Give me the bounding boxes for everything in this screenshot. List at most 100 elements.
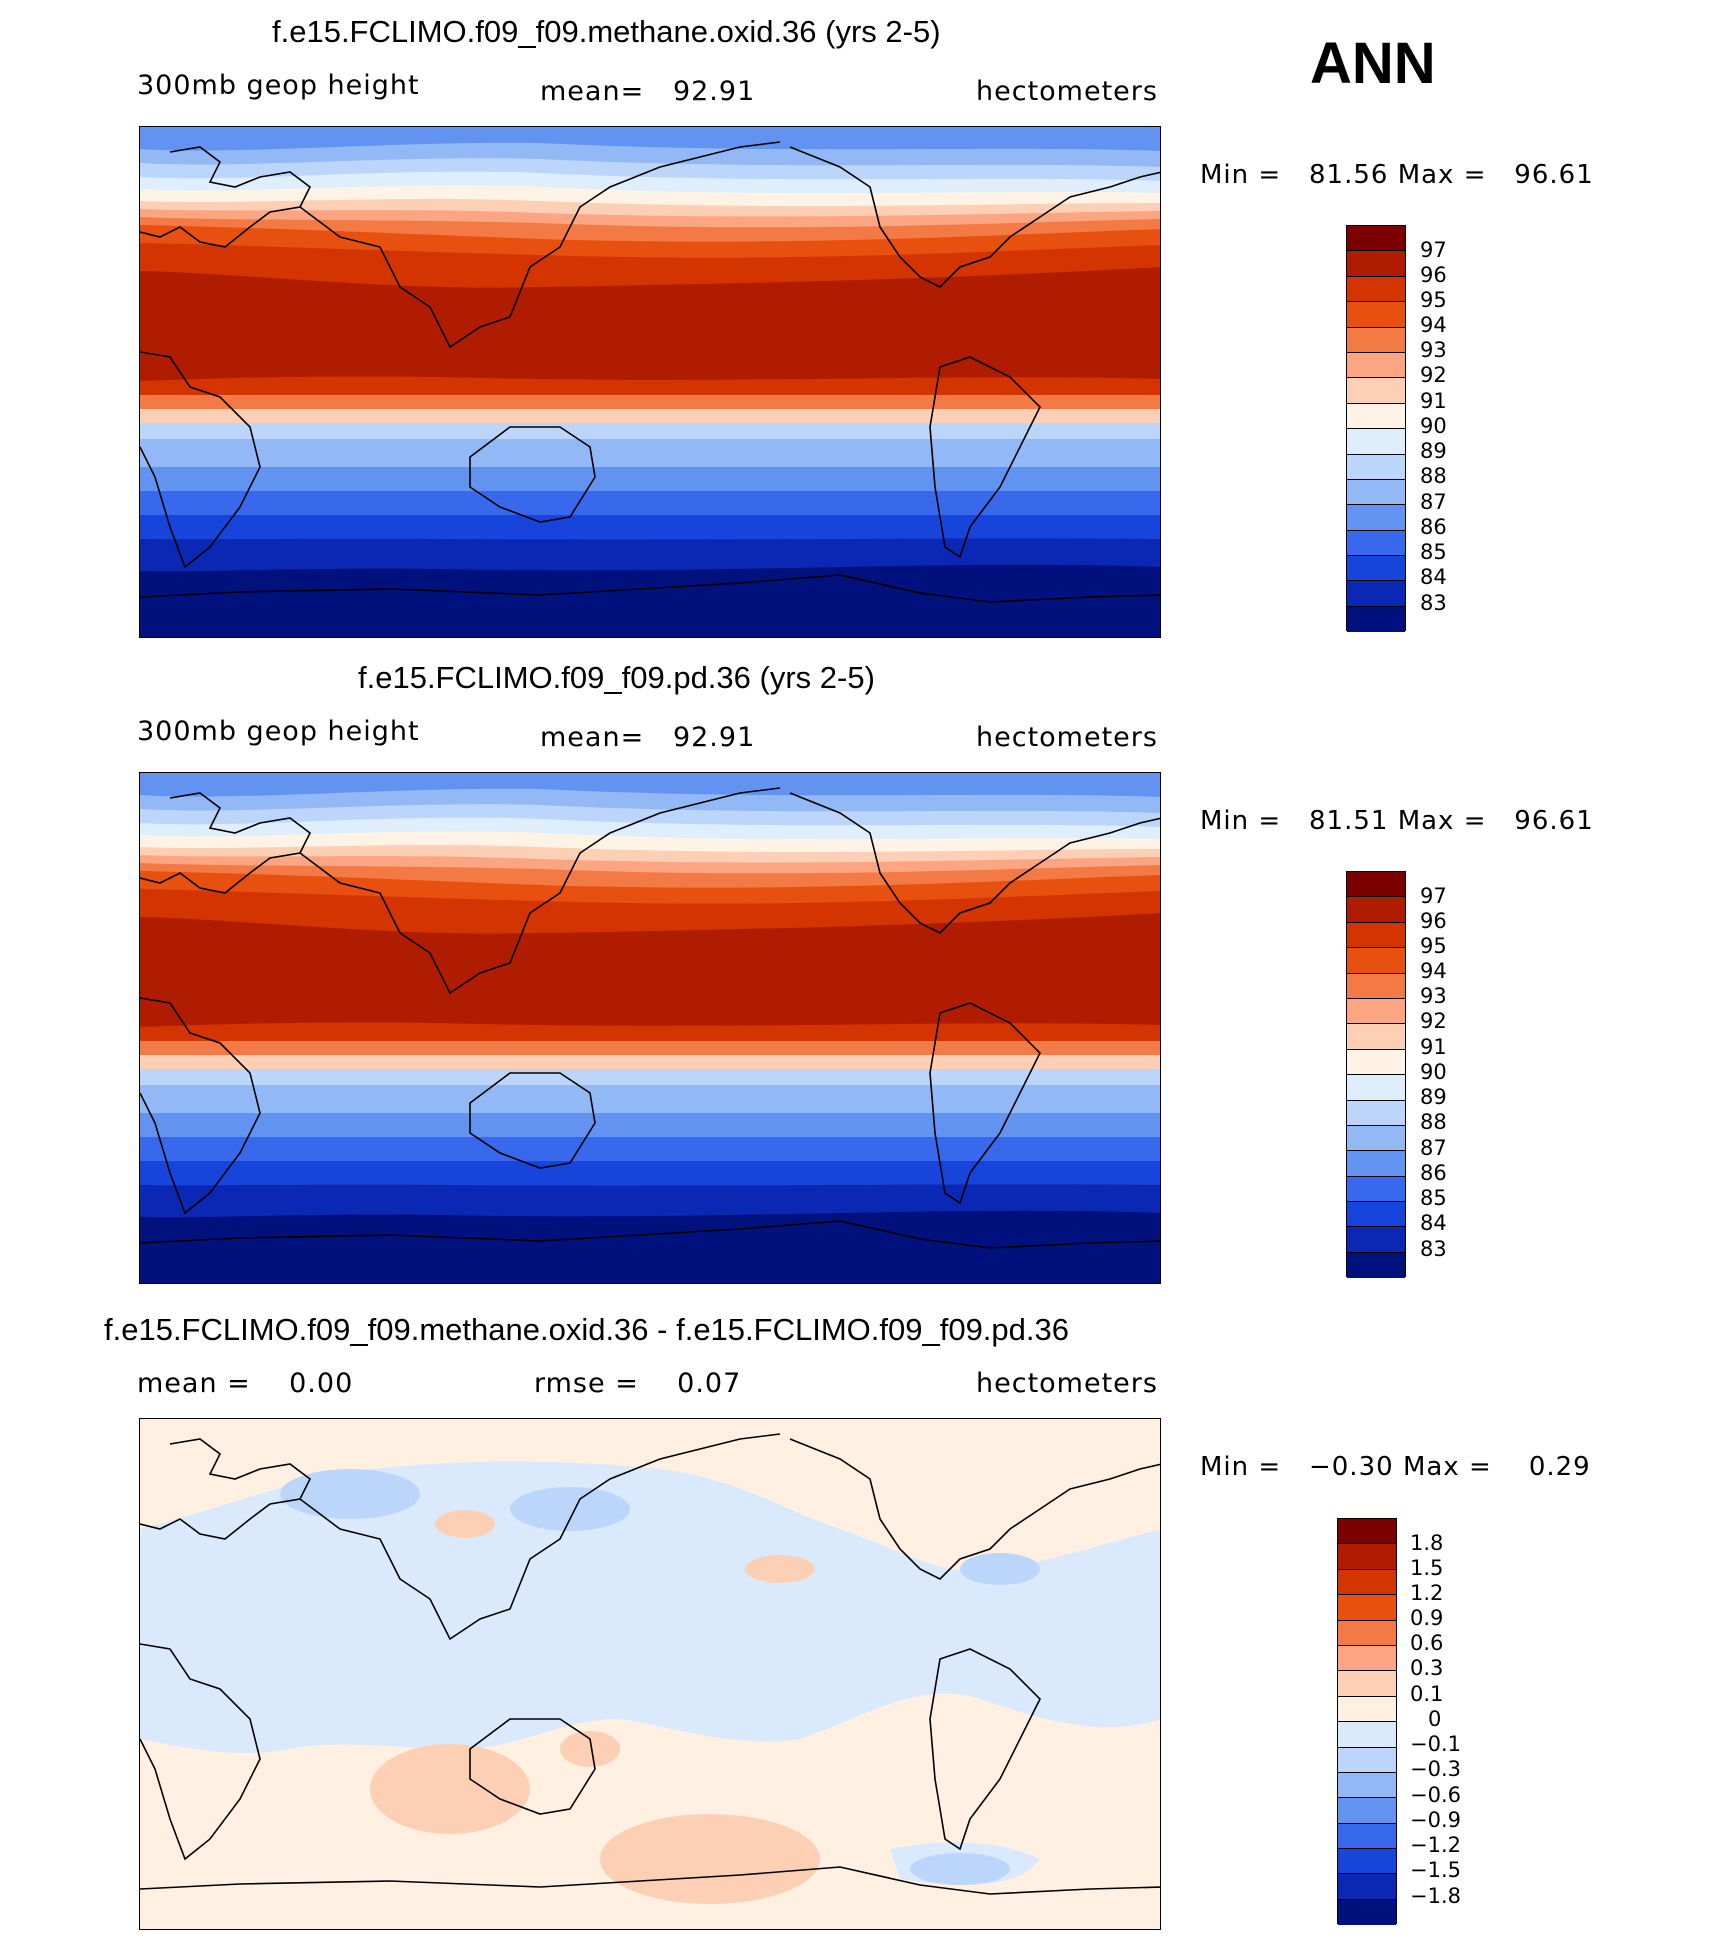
panel3-coastlines xyxy=(140,1433,1160,1895)
colorbar-tick: 95 xyxy=(1420,288,1447,312)
panel2-map-svg xyxy=(140,773,1160,1283)
coast-south-america xyxy=(929,1002,1041,1205)
panel2-mean-value: 92.91 xyxy=(672,722,756,753)
colorbar-swatch xyxy=(1347,1075,1405,1101)
colorbar-swatch xyxy=(1347,973,1405,999)
coast-australia xyxy=(469,1072,596,1169)
colorbar-swatch xyxy=(1347,226,1405,252)
panel3-rmse: rmse = 0.07 xyxy=(534,1368,741,1399)
coast-asia xyxy=(299,1433,781,1641)
colorbar-swatch xyxy=(1347,479,1405,506)
panel2-minmax: Min = 81.51 Max = 96.61 xyxy=(1200,806,1594,836)
diff-red-patch xyxy=(745,1555,815,1583)
panel3-max-label: Max = xyxy=(1402,1452,1492,1482)
diff-blue-patch xyxy=(960,1553,1040,1585)
colorbar-swatch xyxy=(1347,556,1405,582)
coast-south-america xyxy=(929,1648,1041,1851)
colorbar-swatch xyxy=(1347,581,1405,607)
colorbar-tick: 90 xyxy=(1420,414,1447,438)
coast-asia xyxy=(299,141,781,349)
colorbar-swatch xyxy=(1338,1747,1396,1773)
colorbar-tick: −1.8 xyxy=(1410,1884,1461,1908)
panel2-max-value: 96.61 xyxy=(1514,806,1594,836)
colorbar-swatch xyxy=(1347,403,1405,430)
colorbar-swatch xyxy=(1338,1544,1396,1570)
coast-north-america xyxy=(789,146,1160,288)
coast-africa xyxy=(140,997,261,1215)
colorbar-tick: 95 xyxy=(1420,934,1447,958)
panel2-mean-label: mean= xyxy=(540,722,645,753)
panel3-map xyxy=(139,1418,1161,1930)
colorbar-tick: 97 xyxy=(1420,884,1447,908)
coast-south-america xyxy=(929,356,1041,559)
colorbar-tick: 85 xyxy=(1420,1186,1447,1210)
colorbar-swatch xyxy=(1347,922,1405,949)
panel1-map xyxy=(139,126,1161,638)
colorbar-swatch xyxy=(1347,998,1405,1025)
panel2-map xyxy=(139,772,1161,1284)
panel1-units: hectometers xyxy=(976,76,1158,107)
colorbar-swatch xyxy=(1347,530,1405,557)
diff-red-patch xyxy=(560,1731,620,1767)
colorbar-tick: 96 xyxy=(1420,909,1447,933)
colorbar-tick: 87 xyxy=(1420,1136,1447,1160)
colorbar-swatch xyxy=(1338,1899,1396,1926)
colorbar-tick: 0.3 xyxy=(1410,1656,1444,1680)
panel2-colorbar xyxy=(1346,871,1406,1279)
panel1-min-value: 81.56 xyxy=(1308,160,1389,190)
colorbar-tick: 86 xyxy=(1420,515,1447,539)
colorbar-tick: 94 xyxy=(1420,959,1447,983)
colorbar-swatch xyxy=(1338,1595,1396,1621)
colorbar-swatch xyxy=(1347,1202,1405,1228)
panel3-mean-value: 0.00 xyxy=(289,1368,354,1399)
panel3-min-value: −0.30 xyxy=(1308,1452,1394,1482)
colorbar-tick: 1.8 xyxy=(1410,1531,1444,1555)
colorbar-swatch xyxy=(1347,872,1405,898)
colorbar-swatch xyxy=(1347,1024,1405,1050)
colorbar-swatch xyxy=(1347,1049,1405,1076)
panel2-min-label: Min = xyxy=(1200,806,1282,836)
panel3-mean-label: mean = xyxy=(137,1368,251,1399)
colorbar-tick: −1.2 xyxy=(1410,1833,1461,1857)
colorbar-tick: 88 xyxy=(1420,1110,1447,1134)
colorbar-tick: −0.6 xyxy=(1410,1783,1461,1807)
panel2-mean: mean= 92.91 xyxy=(540,722,755,753)
colorbar-tick: 87 xyxy=(1420,490,1447,514)
colorbar-swatch xyxy=(1347,897,1405,923)
colorbar-swatch xyxy=(1347,505,1405,531)
coast-australia xyxy=(469,426,596,523)
panel1-min-label: Min = xyxy=(1200,160,1282,190)
panel1-map-svg xyxy=(140,127,1160,637)
colorbar-tick: 88 xyxy=(1420,464,1447,488)
colorbar-swatch xyxy=(1338,1849,1396,1875)
panel2-coastlines xyxy=(140,787,1160,1249)
colorbar-swatch xyxy=(1347,352,1405,379)
colorbar-tick: −1.5 xyxy=(1410,1858,1461,1882)
colorbar-swatch xyxy=(1347,251,1405,277)
coast-north-america xyxy=(789,1438,1160,1580)
panel1-variable: 300mb geop height xyxy=(137,70,420,101)
coast-antarctica xyxy=(140,1220,1160,1249)
panel1-mean: mean= 92.91 xyxy=(540,76,755,107)
panel2-min-value: 81.51 xyxy=(1308,806,1389,836)
panel3-max-value: 0.29 xyxy=(1528,1452,1591,1482)
coast-antarctica xyxy=(140,574,1160,603)
colorbar-swatch xyxy=(1347,1252,1405,1279)
colorbar-swatch xyxy=(1347,1151,1405,1177)
colorbar-swatch xyxy=(1347,1176,1405,1203)
colorbar-tick: 93 xyxy=(1420,984,1447,1008)
coast-antarctica xyxy=(140,1866,1160,1895)
diff-blue-patch xyxy=(910,1853,1010,1885)
colorbar-tick: −0.9 xyxy=(1410,1808,1461,1832)
diff-red-patch xyxy=(600,1814,820,1904)
colorbar-swatch xyxy=(1338,1823,1396,1850)
panel1-max-label: Max = xyxy=(1397,160,1487,190)
colorbar-swatch xyxy=(1338,1671,1396,1697)
coast-asia xyxy=(299,787,781,995)
colorbar-swatch xyxy=(1347,1227,1405,1253)
colorbar-tick: 1.2 xyxy=(1410,1581,1444,1605)
colorbar-swatch xyxy=(1347,302,1405,328)
panel1-max-value: 96.61 xyxy=(1514,160,1594,190)
colorbar-swatch xyxy=(1347,327,1405,353)
coast-europe xyxy=(140,1438,312,1540)
